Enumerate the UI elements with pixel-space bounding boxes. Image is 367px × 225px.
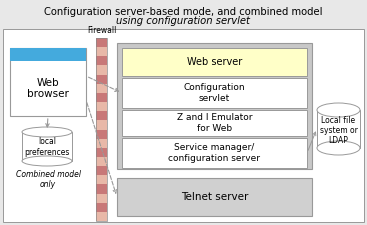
Bar <box>96 130 107 139</box>
Bar <box>96 166 107 175</box>
Text: Web server: Web server <box>187 57 242 67</box>
Bar <box>96 65 107 75</box>
Bar <box>317 110 360 148</box>
Bar <box>96 148 107 157</box>
Text: using configuration servlet: using configuration servlet <box>116 16 250 26</box>
Bar <box>96 47 107 56</box>
Bar <box>122 110 307 136</box>
Text: Telnet server: Telnet server <box>181 192 248 202</box>
Bar <box>96 56 107 65</box>
Text: Combined model
only: Combined model only <box>15 170 80 189</box>
Bar <box>96 75 107 84</box>
Bar <box>22 132 72 161</box>
Bar <box>96 203 107 212</box>
Text: Service manager/
configuration server: Service manager/ configuration server <box>168 143 261 163</box>
Text: Configuration server-based mode, and combined model: Configuration server-based mode, and com… <box>44 7 322 17</box>
Bar <box>122 78 307 108</box>
Text: Local file
system or
LDAP: Local file system or LDAP <box>320 116 357 145</box>
Bar <box>96 157 107 166</box>
Bar <box>96 102 107 111</box>
Text: Configuration
servlet: Configuration servlet <box>184 83 245 103</box>
Bar <box>3 29 364 222</box>
Bar <box>96 184 107 194</box>
Bar <box>117 43 312 169</box>
Text: local
preferences: local preferences <box>24 137 70 157</box>
Ellipse shape <box>317 141 360 155</box>
Bar <box>96 194 107 203</box>
Bar <box>96 175 107 184</box>
Bar <box>122 138 307 168</box>
Bar <box>10 48 86 61</box>
Bar <box>96 212 107 221</box>
Bar <box>96 111 107 120</box>
Bar <box>96 38 107 47</box>
Bar <box>96 93 107 102</box>
Bar <box>10 48 86 116</box>
Text: Web
browser: Web browser <box>27 78 69 99</box>
Bar <box>96 38 107 221</box>
Text: Z and I Emulator
for Web: Z and I Emulator for Web <box>177 113 252 133</box>
Text: Firewall: Firewall <box>87 26 116 35</box>
Ellipse shape <box>317 103 360 117</box>
Bar <box>96 84 107 93</box>
Bar <box>96 120 107 130</box>
Bar <box>122 48 307 76</box>
Ellipse shape <box>22 127 72 137</box>
Ellipse shape <box>22 156 72 166</box>
Bar <box>117 178 312 216</box>
Bar <box>96 139 107 148</box>
